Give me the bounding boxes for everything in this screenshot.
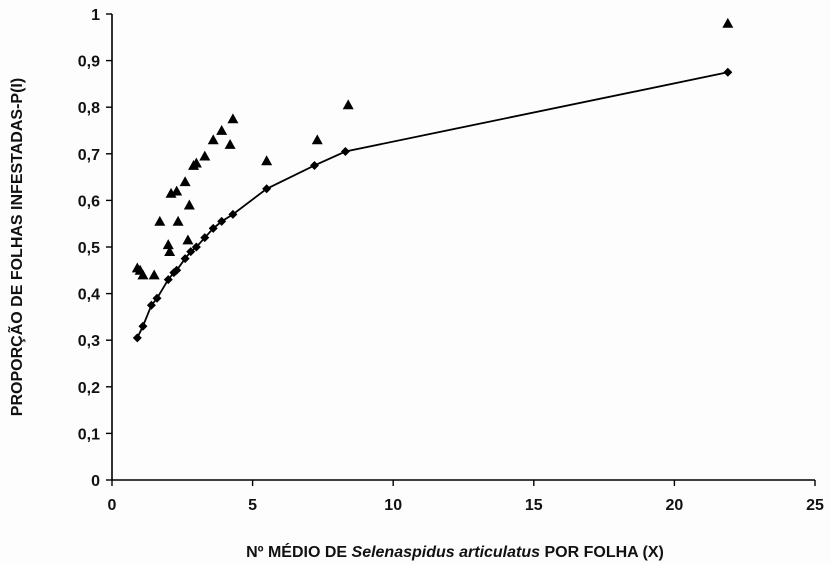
series-layer — [131, 17, 734, 343]
x-tick-label: 0 — [108, 497, 117, 514]
triangle-point — [164, 246, 176, 257]
triangle-point — [183, 199, 195, 210]
triangle-point — [179, 176, 191, 187]
diamond-point — [191, 242, 201, 252]
diamond-point — [186, 247, 196, 257]
series-triangle — [131, 17, 734, 280]
triangle-point — [182, 234, 194, 245]
diamond-point — [262, 184, 272, 194]
diamond-point — [228, 209, 238, 219]
triangle-point — [190, 157, 202, 168]
diamond-point — [152, 293, 162, 303]
triangle-point — [342, 99, 354, 110]
triangle-point — [216, 125, 228, 135]
ticks-layer: 00,10,20,30,40,50,60,70,80,910 5 10 15 20 25 — [78, 7, 824, 514]
diamond-point — [146, 300, 156, 310]
diamond-point — [309, 160, 319, 170]
triangle-point — [162, 239, 174, 250]
triangle-point — [311, 134, 323, 145]
y-tick-label: 0,4 — [78, 287, 100, 304]
diamond-point — [200, 233, 210, 243]
axes-layer — [111, 14, 815, 481]
diamond-point — [217, 216, 227, 226]
triangle-point — [227, 113, 239, 124]
diamond-point — [208, 223, 218, 233]
x-axis-title-species: Selenaspidus articulatus — [352, 544, 541, 561]
series-diamond — [132, 67, 733, 343]
y-tick-label: 0,9 — [78, 54, 100, 71]
y-tick-label: 0,8 — [78, 100, 100, 117]
diamond-point — [163, 275, 173, 285]
y-tick-label: 0,5 — [78, 240, 100, 257]
diamond-point — [172, 265, 182, 275]
x-tick-label: 25 — [806, 497, 824, 514]
diamond-point — [138, 321, 148, 331]
y-axis-title: PROPORÇÃO DE FOLHAS INFESTADAS-P(I) — [6, 78, 26, 416]
x-axis-title-part: POR FOLHA (X) — [540, 544, 664, 561]
triangle-point — [207, 134, 219, 145]
x-tick-label: 5 — [248, 497, 257, 514]
y-tick-label: 0,7 — [78, 147, 100, 164]
series-line — [136, 71, 728, 339]
y-tick-label: 0,2 — [78, 380, 100, 397]
x-tick-label: 20 — [666, 497, 684, 514]
y-tick-label: 0,1 — [78, 426, 100, 443]
diamond-point — [180, 254, 190, 264]
triangle-point — [172, 215, 184, 226]
x-axis-title: Nº MÉDIO DE Selenaspidus articulatus POR… — [246, 542, 664, 561]
triangle-point — [148, 269, 160, 280]
y-tick-label: 0,3 — [78, 333, 100, 350]
triangle-point — [722, 17, 734, 28]
diamond-point — [723, 67, 733, 77]
x-tick-label: 15 — [525, 497, 543, 514]
diamond-point — [340, 146, 350, 156]
triangle-point — [171, 185, 183, 196]
y-tick-label: 0 — [91, 473, 100, 490]
triangle-point — [224, 138, 236, 149]
x-axis-title-part: Nº MÉDIO DE — [246, 542, 351, 561]
triangle-point — [261, 155, 273, 166]
x-tick-label: 10 — [384, 497, 402, 514]
triangle-point — [154, 215, 166, 226]
diamond-point — [132, 333, 142, 343]
y-tick-label: 1 — [91, 7, 100, 24]
y-tick-label: 0,6 — [78, 193, 100, 210]
triangle-point — [137, 269, 149, 280]
triangle-point — [199, 150, 211, 161]
